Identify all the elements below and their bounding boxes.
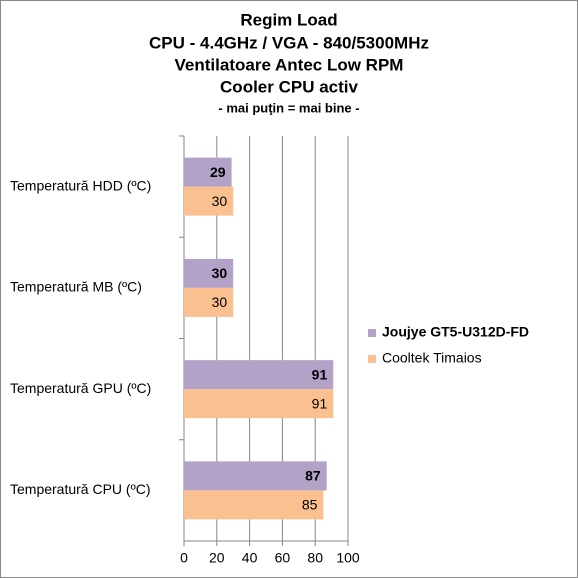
bar (184, 157, 232, 187)
x-tick-label: 40 (242, 550, 258, 566)
data-label: 30 (212, 294, 228, 310)
y-tick-label: Temperatură GPU (ºC) (10, 380, 151, 396)
x-tick-label: 0 (180, 550, 188, 566)
legend-swatch (368, 355, 376, 363)
bar (184, 360, 334, 390)
x-tick-label: 20 (209, 550, 225, 566)
y-tick-label: Temperatură HDD (ºC) (10, 177, 151, 193)
bar (184, 287, 234, 317)
bar (184, 490, 324, 520)
bar (184, 389, 334, 419)
data-label: 87 (305, 468, 321, 484)
bar (184, 186, 234, 216)
bar (184, 258, 234, 288)
data-label: 30 (212, 265, 228, 281)
data-label: 29 (210, 164, 226, 180)
legend-label: Cooltek Timaios (382, 350, 482, 366)
y-tick-label: Temperatură CPU (ºC) (10, 481, 150, 497)
bar (184, 461, 327, 491)
data-label: 91 (312, 395, 328, 411)
legend-swatch (368, 329, 376, 337)
x-tick-label: 80 (307, 550, 323, 566)
chart-title: CPU - 4.4GHz / VGA - 840/5300MHz (149, 33, 429, 52)
x-tick-label: 100 (336, 550, 360, 566)
data-label: 91 (312, 366, 328, 382)
chart-title: Regim Load (240, 10, 337, 29)
legend-label: Joujye GT5-U312D-FD (382, 324, 529, 340)
x-tick-label: 60 (275, 550, 291, 566)
data-label: 85 (302, 497, 318, 513)
data-label: 30 (212, 193, 228, 209)
chart-subtitle: - mai puţin = mai bine - (218, 100, 359, 115)
chart-title: Ventilatoare Antec Low RPM (175, 55, 404, 74)
chart-title: Cooler CPU activ (220, 77, 358, 96)
y-tick-label: Temperatură MB (ºC) (10, 279, 142, 295)
